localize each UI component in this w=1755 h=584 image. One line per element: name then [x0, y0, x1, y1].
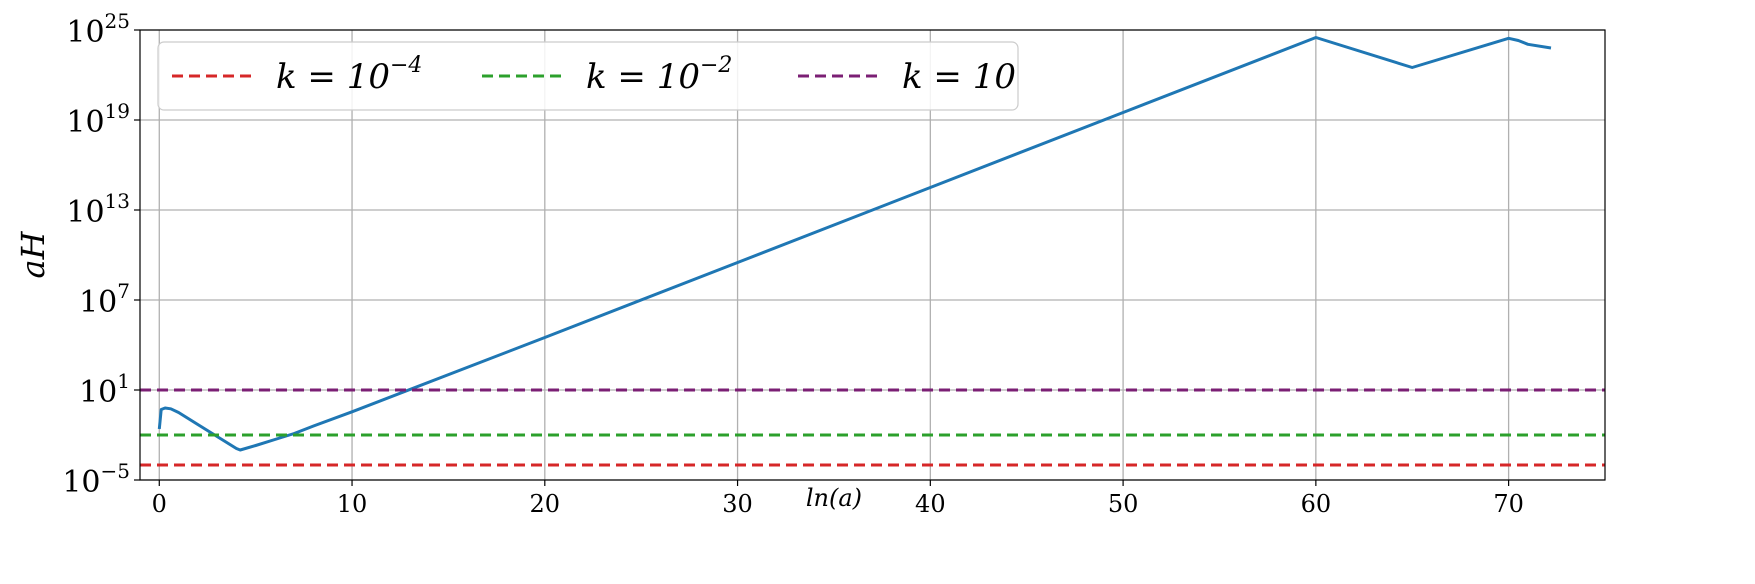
x-tick-label: 0	[152, 490, 167, 518]
y-tick-label: 1019	[66, 99, 130, 140]
legend-label: k = 10−2	[586, 53, 732, 97]
x-tick-label: 30	[722, 490, 753, 518]
x-tick-label: 40	[915, 490, 946, 518]
legend-label: k = 10	[902, 57, 1016, 97]
plot-frame	[139, 29, 1606, 481]
x-tick-label: 20	[530, 490, 561, 518]
plot-series	[140, 36, 1605, 467]
y-tick-label: 10−5	[62, 459, 130, 500]
x-tick-label: 50	[1108, 490, 1139, 518]
aH-curve	[157, 36, 1552, 452]
y-tick-label: 1025	[66, 9, 130, 50]
x-tick-label: 60	[1301, 490, 1332, 518]
y-tick-label: 101	[79, 369, 130, 410]
y-tick-label: 1013	[66, 189, 130, 230]
y-tick-label: 107	[79, 279, 130, 320]
y-axis-label: aH	[14, 230, 52, 278]
x-tick-label: 70	[1493, 490, 1524, 518]
x-axis-label: ln(a)	[806, 484, 862, 512]
legend-label: k = 10−4	[276, 53, 422, 97]
axis-ticks: 0 10 20 30 40 50 60 70 10−5 101 107 1013 1019 1025	[62, 9, 1524, 518]
legend: k = 10−4 k = 10−2 k = 10	[157, 41, 1019, 111]
x-tick-label: 10	[337, 490, 368, 518]
legend-box	[157, 41, 1019, 111]
